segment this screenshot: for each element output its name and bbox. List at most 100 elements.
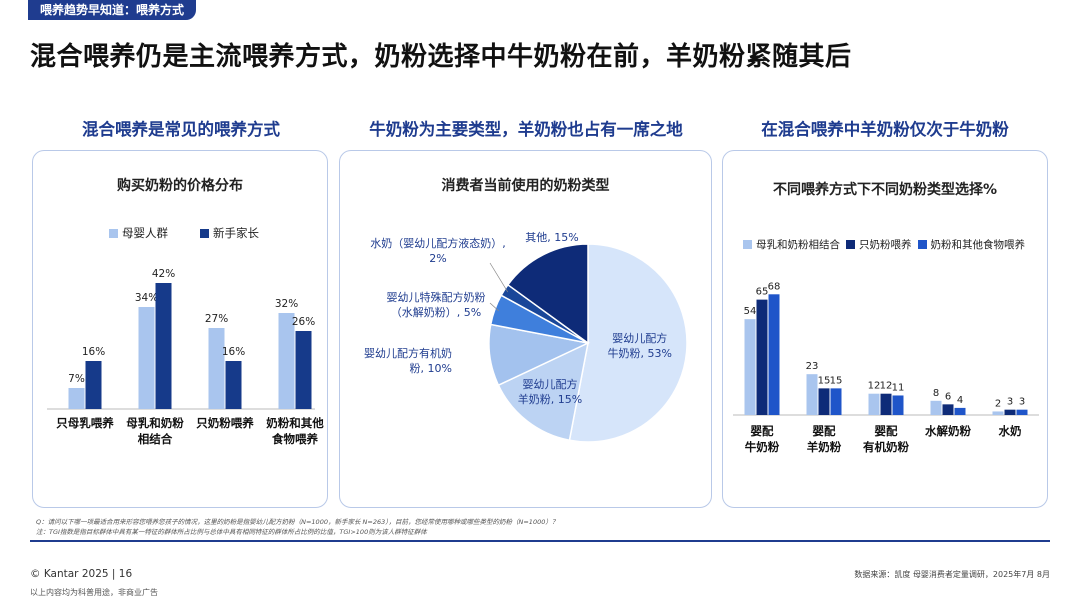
category-label: 婴配牛奶粉 (745, 424, 780, 454)
bar (208, 328, 225, 409)
legend-label: 母婴人群 (122, 226, 168, 240)
pie-slice (506, 243, 589, 345)
data-label: 54 (744, 306, 757, 317)
data-label: 3 (1007, 397, 1013, 408)
leader-line (489, 262, 509, 293)
bar (818, 388, 830, 415)
bar (930, 400, 942, 415)
data-label: 16% (82, 346, 105, 358)
pie-label: 婴幼儿配方羊奶粉, 15% (518, 377, 582, 406)
bar (806, 374, 818, 415)
data-label: 12 (880, 381, 893, 392)
data-label: 4 (957, 395, 963, 406)
chart3-title: 不同喂养方式下不同奶粉类型选择% (772, 182, 998, 198)
legend-swatch (200, 228, 209, 238)
category-label: 婴配有机奶粉 (863, 424, 909, 454)
bar (85, 361, 102, 409)
bar (138, 307, 155, 409)
data-label: 2 (995, 398, 1001, 409)
pie-slice (568, 243, 688, 443)
bar (68, 388, 85, 409)
category-label: 奶粉和其他食物喂养 (266, 416, 324, 446)
section-tag: 喂养趋势早知道：喂养方式 (28, 0, 197, 20)
chart2-svg: 婴幼儿配方牛奶粉, 53% 婴幼儿配方羊奶粉, 15% 婴幼儿配方有机奶粉, 10%… (364, 231, 688, 443)
legend-item: 新手家长 (200, 225, 259, 241)
category-label: 水奶 (999, 424, 1022, 438)
data-label: 23 (806, 361, 819, 372)
footnote-question: Q：请问以下哪一项最适合用来形容您喂养您孩子的情况，这里的奶粉是指婴幼儿配方奶粉… (36, 518, 559, 526)
bar (155, 283, 172, 409)
data-label: 27% (205, 313, 228, 325)
bar (880, 393, 892, 415)
legend-label: 新手家长 (213, 226, 259, 240)
leader-line (489, 302, 499, 312)
bar (942, 404, 954, 415)
disclaimer: 以上内容均为科普用途，非商业广告 (30, 588, 158, 597)
data-label: 68 (768, 281, 781, 292)
data-label: 15 (818, 375, 831, 386)
data-label: 15 (830, 375, 843, 386)
bar (768, 294, 780, 415)
data-label: 8 (933, 388, 939, 399)
data-label: 3 (1019, 397, 1025, 408)
bar (225, 361, 242, 409)
milk-type-panel: 消费者当前使用的奶粉类型 婴幼儿配方牛奶粉, 53% 婴幼儿配方羊奶粉, 15% 婴… (339, 150, 712, 508)
bar (295, 331, 312, 409)
bar (992, 411, 1004, 415)
bar (830, 388, 842, 415)
category-label: 水解奶粉 (925, 424, 971, 438)
data-label: 11 (892, 382, 905, 393)
bar (756, 299, 768, 415)
bar (1004, 409, 1016, 415)
legend-item: 母乳和奶粉相结合 (743, 237, 840, 252)
pie-label: 婴幼儿配方牛奶粉, 53% (608, 331, 672, 360)
bar (892, 395, 904, 415)
data-label: 26% (292, 316, 315, 328)
pie-label: 其他, 15% (525, 231, 578, 244)
pie-slice (497, 341, 590, 442)
legend-swatch (109, 228, 118, 238)
legend-item: 只奶粉喂养 (846, 237, 912, 252)
bar (278, 313, 295, 409)
legend-label: 母乳和奶粉相结合 (756, 239, 840, 251)
pie-label: 婴幼儿特殊配方奶粉（水解奶粉）, 5% (387, 290, 486, 319)
footer-divider (30, 540, 1050, 542)
bar (744, 319, 756, 415)
legend-label: 只奶粉喂养 (859, 239, 912, 251)
legend-item: 奶粉和其他食物喂养 (917, 237, 1026, 252)
data-source: 数据来源：凯度 母婴消费者定量调研，2025年7月 8月 (854, 570, 1050, 579)
data-label: 32% (275, 298, 298, 310)
left-section-title: 混合喂养是常见的喂养方式 (82, 120, 280, 139)
category-label: 只奶粉喂养 (196, 416, 254, 430)
category-label: 母乳和奶粉相结合 (126, 416, 184, 446)
legend-swatch (917, 240, 927, 249)
data-label: 16% (222, 346, 245, 358)
chart1-svg: 7% 16% 只母乳喂养 34% 42% 母乳和奶粉相结合 27% 16% 只奶粉喂养 32% 26… (47, 268, 324, 446)
bar (868, 393, 880, 415)
data-label: 65 (756, 287, 769, 298)
chart3-legend: 母乳和奶粉相结合 只奶粉喂养 奶粉和其他食物喂养 (743, 237, 1025, 252)
chart2-title: 消费者当前使用的奶粉类型 (441, 178, 610, 194)
copyright: © Kantar 2025 | 16 (30, 568, 133, 580)
data-label: 7% (68, 373, 85, 385)
data-label: 12 (868, 381, 881, 392)
data-label: 6 (945, 391, 951, 402)
pie-label: 婴幼儿配方有机奶粉, 10% (364, 346, 452, 375)
bar (1016, 409, 1028, 415)
pie-label: 水奶（婴幼儿配方液态奶）, 2% (370, 236, 506, 265)
bar (954, 407, 966, 415)
footnote-note: 注：TGI指数是指目标群体中具有某一特征的群体所占比例与总体中具有相同特征的群体… (36, 528, 427, 536)
chart1-title: 购买奶粉的价格分布 (117, 178, 243, 194)
chart1-legend: 母婴人群 新手家长 (109, 225, 269, 241)
legend-swatch (846, 240, 855, 249)
page-title: 混合喂养仍是主流喂养方式，奶粉选择中牛奶粉在前，羊奶粉紧随其后 (30, 42, 852, 72)
data-label: 34% (135, 292, 158, 304)
data-label: 42% (152, 268, 175, 280)
category-label: 只母乳喂养 (56, 416, 114, 430)
right-section-title: 在混合喂养中羊奶粉仅次于牛奶粉 (761, 120, 1009, 139)
price-distribution-panel: 购买奶粉的价格分布 母婴人群 新手家长 7% 16% 只母乳喂养 34% 42% 母乳和奶… (32, 150, 328, 508)
middle-section-title: 牛奶粉为主要类型，羊奶粉也占有一席之地 (369, 120, 683, 139)
legend-label: 奶粉和其他食物喂养 (930, 239, 1026, 251)
legend-swatch (743, 240, 752, 249)
